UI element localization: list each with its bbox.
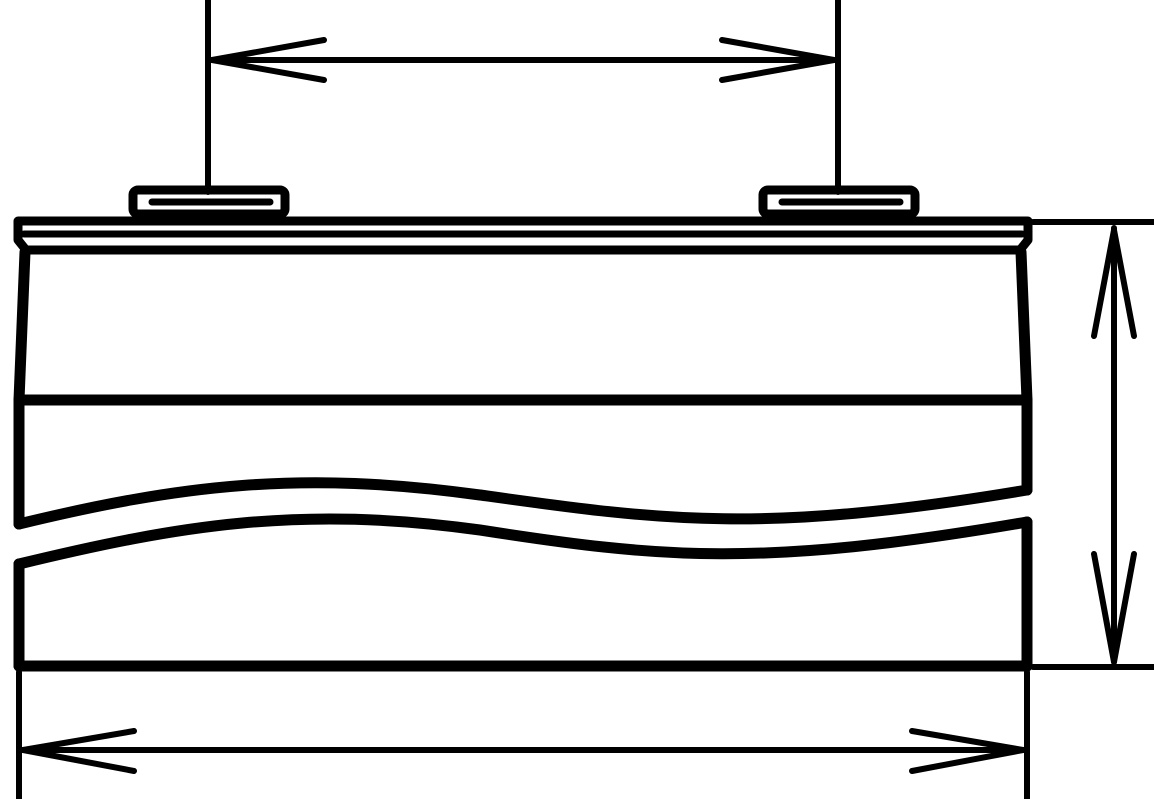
width-arrowhead-left	[20, 728, 137, 774]
height-arrowhead-bottom	[1091, 551, 1137, 665]
width-dimension	[16, 669, 1030, 799]
break-line-upper	[13, 477, 1033, 530]
mounting-feet	[128, 185, 920, 219]
middle-body	[13, 394, 1033, 530]
height-arrowhead-top	[1091, 227, 1137, 339]
upper-body	[13, 246, 1033, 406]
lower-body	[13, 513, 1033, 672]
top-dimension	[205, 0, 841, 195]
top-arrowhead-right	[719, 37, 837, 83]
top-arrowhead-left	[209, 37, 327, 83]
upper-body-right-side	[1015, 246, 1033, 406]
top-flange	[13, 216, 1033, 255]
upper-body-left-side	[13, 246, 31, 406]
mounting-foot-left	[128, 185, 290, 219]
break-line-lower	[13, 513, 1033, 570]
mounting-foot-right	[758, 185, 920, 219]
height-dimension	[1030, 219, 1154, 670]
width-arrowhead-right	[909, 728, 1026, 774]
